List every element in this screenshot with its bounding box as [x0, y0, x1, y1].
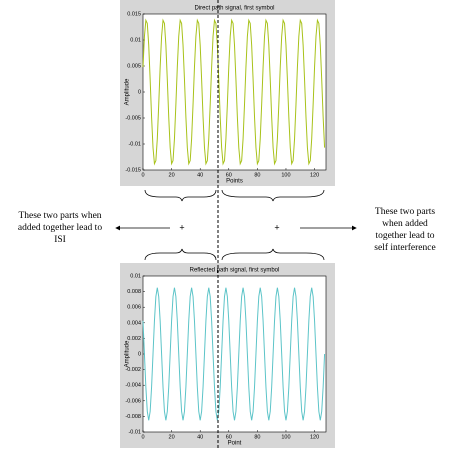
x-tick-label: 100	[281, 434, 290, 440]
chart-title: Direct path signal, first symbol	[194, 6, 274, 12]
y-tick-label: -0.015	[125, 167, 141, 173]
y-tick-label: 0	[138, 351, 141, 357]
y-tick-label: -0.002	[125, 367, 141, 373]
y-tick-label: -0.006	[125, 398, 141, 404]
y-tick-label: 0.008	[127, 289, 141, 295]
note: These two parts when added together lead …	[18, 211, 102, 245]
chart-title: Reflected path signal, first symbol	[190, 268, 280, 274]
x-tick-label: 100	[281, 172, 290, 178]
y-tick-label: 0	[138, 89, 141, 95]
note-line: when added	[382, 219, 428, 229]
x-tick-label: 40	[197, 172, 203, 178]
note-line: self interference	[374, 242, 435, 253]
braces	[144, 189, 325, 261]
y-tick-label: 0.01	[130, 37, 141, 43]
x-tick-label: 60	[226, 172, 232, 178]
y-axis-label: Amplitude	[125, 78, 131, 105]
y-tick-label: 0.01	[130, 273, 141, 279]
x-tick-label: 0	[141, 172, 144, 178]
y-tick-label: 0.002	[127, 336, 141, 342]
x-tick-label: 60	[226, 434, 232, 440]
y-axis-label: Amplitude	[125, 340, 131, 367]
x-tick-label: 120	[310, 434, 319, 440]
x-axis-label: Points	[226, 179, 243, 185]
y-tick-label: 0.004	[127, 320, 141, 326]
x-tick-label: 120	[310, 172, 319, 178]
note-line: These two parts when	[18, 211, 101, 221]
y-tick-label: 0.015	[127, 11, 141, 17]
x-tick-label: 80	[254, 434, 260, 440]
plus: +	[179, 222, 184, 232]
y-tick-label: -0.005	[125, 115, 141, 121]
note-line: These two parts	[375, 207, 435, 217]
y-tick-label: -0.01	[128, 141, 141, 147]
note: These two parts when added together lead t…	[374, 207, 435, 253]
y-tick-label: 0.006	[127, 305, 141, 311]
signal-line	[142, 287, 326, 421]
signal-line	[142, 18, 326, 166]
y-tick-label: 0.005	[127, 63, 141, 69]
x-tick-label: 80	[254, 172, 260, 178]
y-tick-label: -0.008	[125, 414, 141, 420]
x-tick-label: 0	[141, 434, 144, 440]
note-line: ISI	[54, 235, 66, 245]
plot-area	[142, 275, 327, 433]
y-tick-label: -0.004	[125, 383, 141, 389]
plus: +	[274, 222, 279, 232]
note-line: added together lead to	[18, 223, 102, 233]
note-line: together lead to	[375, 231, 434, 241]
x-tick-label: 40	[197, 434, 203, 440]
y-tick-label: -0.01	[128, 429, 141, 435]
x-tick-label: 20	[169, 434, 175, 440]
x-axis-label: Point	[228, 441, 242, 447]
x-tick-label: 20	[169, 172, 175, 178]
